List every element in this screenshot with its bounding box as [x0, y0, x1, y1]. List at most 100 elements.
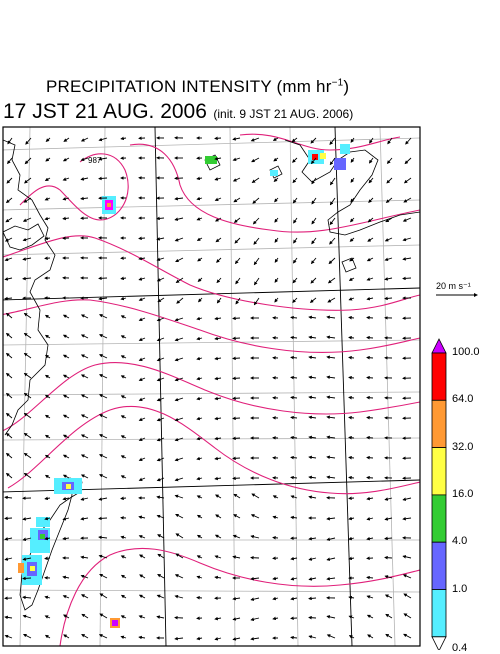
- wind-arrow-icon: [349, 377, 354, 378]
- wind-arrow-icon: [197, 338, 202, 339]
- wind-arrow-icon: [367, 498, 373, 499]
- wind-arrow-icon: [327, 518, 335, 519]
- wind-arrow-icon: [81, 178, 88, 180]
- wind-arrow-icon: [329, 258, 335, 264]
- wind-arrow-icon: [234, 198, 240, 202]
- wind-arrow-icon: [273, 618, 278, 619]
- wind-arrow-icon: [331, 178, 336, 185]
- wind-arrow-icon: [100, 614, 107, 618]
- wind-arrow-icon: [291, 457, 297, 458]
- colorbar-level-label: 4.0: [452, 535, 467, 547]
- wind-arrow-icon: [197, 218, 202, 220]
- wind-arrow-icon: [368, 635, 373, 638]
- wind-arrow-icon: [369, 178, 373, 183]
- wind-arrow-icon: [158, 554, 164, 558]
- wind-arrow-icon: [309, 636, 316, 638]
- wind-arrow-icon: [7, 198, 12, 203]
- wind-arrow-icon: [233, 318, 240, 319]
- wind-arrow-icon: [81, 518, 88, 519]
- wind-arrow-icon: [140, 358, 146, 360]
- wind-arrow-icon: [253, 198, 259, 203]
- wind-arrow-icon: [330, 238, 335, 244]
- wind-arrow-icon: [328, 635, 335, 638]
- wind-arrow-icon: [158, 535, 164, 538]
- wind-arrow-icon: [403, 556, 411, 558]
- wind-arrow-icon: [405, 158, 411, 164]
- wind-arrow-icon: [100, 475, 107, 478]
- wind-arrow-icon: [82, 315, 88, 318]
- wind-arrow-icon: [82, 614, 88, 618]
- wind-arrow-icon: [385, 258, 392, 260]
- wind-arrow-icon: [215, 338, 221, 339]
- wind-arrow-icon: [367, 298, 373, 299]
- wind-arrow-icon: [215, 398, 221, 399]
- wind-arrow-icon: [176, 258, 183, 262]
- wind-arrow-icon: [64, 596, 70, 598]
- wind-vectors: [5, 138, 411, 640]
- wind-arrow-icon: [368, 238, 373, 241]
- wind-arrow-icon: [64, 355, 69, 358]
- wind-arrow-icon: [309, 397, 316, 398]
- wind-arrow-icon: [197, 418, 202, 419]
- wind-arrow-icon: [63, 518, 69, 519]
- wind-arrow-icon: [100, 455, 107, 458]
- wind-arrow-icon: [309, 377, 316, 378]
- wind-arrow-icon: [312, 238, 316, 244]
- wind-arrow-icon: [311, 298, 316, 302]
- wind-arrow-icon: [327, 558, 335, 560]
- wind-arrow-icon: [175, 358, 183, 360]
- wind-arrow-icon: [82, 395, 88, 398]
- wind-arrow-icon: [64, 455, 69, 458]
- wind-arrow-icon: [234, 535, 241, 538]
- wind-arrow-icon: [368, 258, 373, 261]
- wind-arrow-icon: [405, 178, 411, 183]
- wind-arrow-icon: [99, 537, 107, 538]
- wind-arrow-icon: [233, 418, 240, 419]
- wind-arrow-icon: [82, 475, 88, 478]
- wind-arrow-icon: [327, 538, 335, 540]
- wind-arrow-icon: [403, 258, 411, 259]
- wind-arrow-icon: [215, 318, 221, 319]
- wind-arrow-icon: [275, 278, 278, 282]
- wind-arrow-icon: [82, 595, 88, 598]
- wind-arrow-icon: [215, 178, 221, 180]
- colorbar-level-label: 64.0: [452, 393, 473, 405]
- wind-arrow-icon: [386, 634, 392, 638]
- wind-arrow-icon: [309, 538, 316, 539]
- wind-arrow-icon: [122, 356, 127, 358]
- wind-arrow-icon: [82, 415, 88, 418]
- wind-arrow-icon: [404, 614, 411, 618]
- wind-arrow-icon: [100, 594, 107, 598]
- wind-arrow-icon: [64, 158, 69, 161]
- wind-arrow-icon: [349, 397, 354, 398]
- precip-cells: [18, 144, 350, 628]
- wind-arrow-icon: [23, 616, 31, 618]
- wind-arrow-icon: [216, 515, 221, 518]
- wind-arrow-icon: [367, 378, 373, 379]
- wind-arrow-icon: [122, 416, 127, 418]
- wind-arrow-icon: [140, 458, 146, 460]
- wind-arrow-icon: [349, 357, 354, 358]
- wind-arrow-icon: [197, 638, 202, 639]
- wind-arrow-icon: [82, 138, 88, 141]
- precip-colorbar: [432, 339, 446, 650]
- wind-arrow-icon: [236, 258, 241, 263]
- wind-arrow-icon: [309, 618, 316, 619]
- wind-arrow-icon: [175, 218, 183, 220]
- wind-arrow-icon: [330, 138, 335, 144]
- wind-arrow-icon: [369, 198, 373, 202]
- wind-arrow-icon: [140, 555, 145, 558]
- wind-arrow-icon: [64, 415, 69, 418]
- wind-arrow-icon: [403, 278, 411, 279]
- wind-arrow-icon: [25, 433, 32, 438]
- wind-arrow-icon: [198, 556, 203, 558]
- wind-arrow-icon: [349, 477, 354, 478]
- wind-arrow-icon: [327, 357, 335, 358]
- wind-arrow-icon: [100, 415, 107, 418]
- wind-arrow-icon: [7, 178, 12, 183]
- wind-arrow-icon: [64, 138, 69, 141]
- wind-arrow-icon: [215, 358, 221, 359]
- wind-arrow-icon: [140, 298, 146, 300]
- wind-arrow-icon: [367, 458, 373, 459]
- wind-arrow-icon: [81, 198, 88, 199]
